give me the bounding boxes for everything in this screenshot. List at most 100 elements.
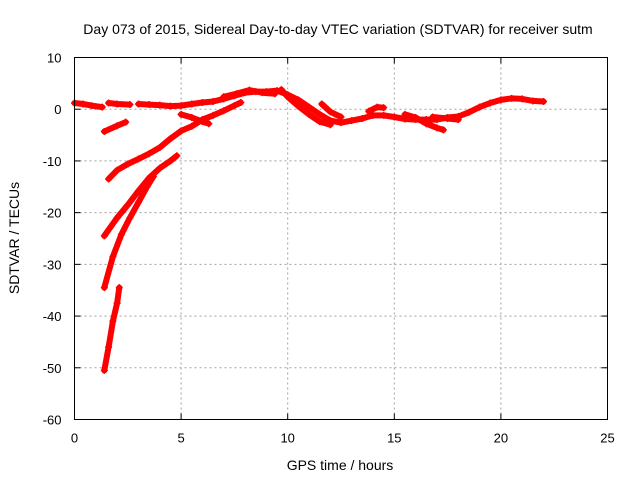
data-point bbox=[529, 97, 537, 105]
data-point bbox=[198, 98, 206, 106]
data-point bbox=[220, 93, 228, 101]
data-point bbox=[124, 160, 132, 168]
data-point bbox=[233, 90, 241, 98]
series-arc-branch-g bbox=[220, 86, 279, 101]
series-arc-branch-e bbox=[429, 113, 462, 124]
x-tick-label: 25 bbox=[600, 431, 614, 446]
data-point bbox=[465, 108, 473, 116]
data-point bbox=[113, 214, 121, 222]
data-point bbox=[390, 113, 398, 121]
data-point bbox=[380, 111, 388, 119]
y-tick-label: -10 bbox=[43, 154, 62, 169]
data-point bbox=[177, 110, 185, 118]
data-point bbox=[124, 201, 132, 209]
data-point bbox=[105, 343, 113, 351]
data-point bbox=[518, 95, 526, 103]
x-tick-label: 5 bbox=[177, 431, 184, 446]
x-axis-label: GPS time / hours bbox=[287, 457, 394, 473]
data-point bbox=[115, 284, 123, 292]
y-tick-label: -20 bbox=[43, 206, 62, 221]
data-point bbox=[134, 198, 142, 206]
series-arc-e bbox=[100, 284, 123, 374]
data-point bbox=[109, 317, 117, 325]
data-point bbox=[109, 253, 117, 261]
data-point bbox=[444, 115, 452, 123]
data-point bbox=[134, 100, 142, 108]
series-arc-branch-b bbox=[318, 100, 345, 121]
data-point bbox=[79, 100, 87, 108]
data-point bbox=[305, 110, 313, 118]
y-tick-label: -40 bbox=[43, 309, 62, 324]
data-point bbox=[88, 102, 96, 110]
data-point bbox=[258, 89, 266, 97]
data-point bbox=[198, 116, 206, 124]
data-point bbox=[100, 366, 108, 374]
data-point bbox=[113, 299, 121, 307]
data-point bbox=[486, 99, 494, 107]
data-point bbox=[365, 107, 373, 115]
data-point bbox=[209, 111, 217, 119]
series-layer bbox=[71, 86, 548, 374]
data-point bbox=[166, 135, 174, 143]
data-point bbox=[508, 94, 516, 102]
data-point bbox=[122, 118, 130, 126]
series-arc-d bbox=[100, 172, 157, 292]
series-line bbox=[101, 152, 180, 239]
series-arc-b bbox=[105, 98, 245, 183]
data-point bbox=[373, 103, 381, 111]
x-tick-label: 0 bbox=[71, 431, 78, 446]
data-point bbox=[126, 214, 134, 222]
data-point bbox=[166, 157, 174, 165]
data-point bbox=[412, 113, 420, 121]
data-point bbox=[476, 103, 484, 111]
data-point bbox=[105, 99, 113, 107]
data-point bbox=[113, 122, 121, 130]
data-point bbox=[326, 108, 334, 116]
data-point bbox=[149, 172, 157, 180]
data-point bbox=[105, 175, 113, 183]
series-arc-branch-d bbox=[401, 110, 447, 134]
data-point bbox=[143, 183, 151, 191]
series-arc-start bbox=[71, 99, 106, 111]
chart-title: Day 073 of 2015, Sidereal Day-to-day VTE… bbox=[83, 21, 592, 37]
series-arc-short-a bbox=[100, 118, 130, 135]
data-point bbox=[422, 120, 430, 128]
data-point bbox=[540, 97, 548, 105]
data-point bbox=[156, 164, 164, 172]
data-point bbox=[173, 152, 181, 160]
data-point bbox=[134, 155, 142, 163]
data-point bbox=[245, 86, 253, 94]
x-tick-label: 10 bbox=[280, 431, 294, 446]
x-tick-label: 15 bbox=[387, 431, 401, 446]
y-tick-label: -50 bbox=[43, 361, 62, 376]
data-point bbox=[134, 187, 142, 195]
data-point bbox=[117, 230, 125, 238]
data-point bbox=[145, 150, 153, 158]
data-point bbox=[237, 98, 245, 106]
data-point bbox=[454, 116, 462, 124]
data-point bbox=[429, 113, 437, 121]
axis-ticks: 0 5 10 15 20 25 10 0 -10 -20 -30 -40 -50 -60 bbox=[43, 51, 615, 446]
data-point bbox=[126, 101, 134, 109]
data-point bbox=[358, 115, 366, 123]
data-point bbox=[209, 97, 217, 105]
data-point bbox=[98, 103, 106, 111]
data-point bbox=[271, 90, 279, 98]
data-point bbox=[100, 127, 108, 135]
data-point bbox=[188, 122, 196, 130]
data-point bbox=[380, 104, 388, 112]
data-point bbox=[220, 107, 228, 115]
data-point bbox=[316, 118, 324, 126]
data-point bbox=[497, 96, 505, 104]
series-arc-mid-1 bbox=[105, 99, 134, 109]
data-point bbox=[294, 102, 302, 110]
y-tick-label: 0 bbox=[54, 102, 61, 117]
data-point bbox=[177, 127, 185, 135]
data-point bbox=[205, 120, 213, 128]
data-point bbox=[305, 103, 313, 111]
data-point bbox=[188, 113, 196, 121]
series-line bbox=[101, 173, 157, 291]
data-point bbox=[100, 232, 108, 240]
data-point bbox=[156, 143, 164, 151]
